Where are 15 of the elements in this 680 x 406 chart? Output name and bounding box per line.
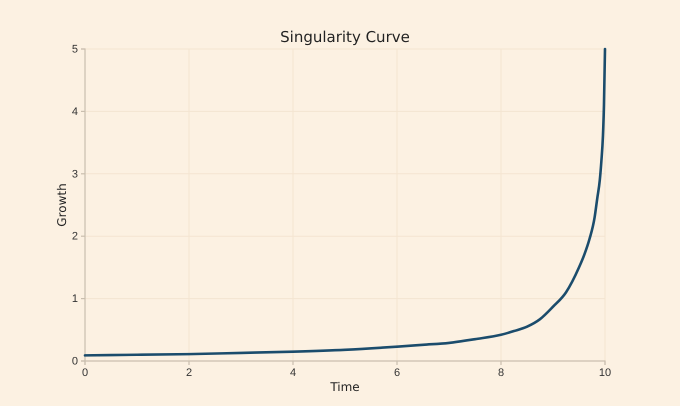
- y-tick-label: 4: [72, 106, 78, 118]
- x-tick-label: 0: [82, 366, 88, 379]
- y-axis-title: Growth: [55, 183, 69, 227]
- y-tick-label: 1: [72, 293, 78, 306]
- x-tick-label: 2: [186, 366, 192, 379]
- x-tick-label: 6: [394, 366, 400, 379]
- chart-title: Singularity Curve: [280, 28, 410, 46]
- y-tick-label: 2: [72, 230, 78, 243]
- x-tick-label: 4: [290, 366, 296, 379]
- y-tick-label: 3: [72, 168, 78, 180]
- y-tick-label: 5: [72, 44, 78, 56]
- x-axis-title: Time: [329, 380, 360, 394]
- y-tick-label: 0: [72, 356, 78, 368]
- x-tick-label: 10: [598, 366, 612, 379]
- x-tick-label: 8: [498, 366, 504, 379]
